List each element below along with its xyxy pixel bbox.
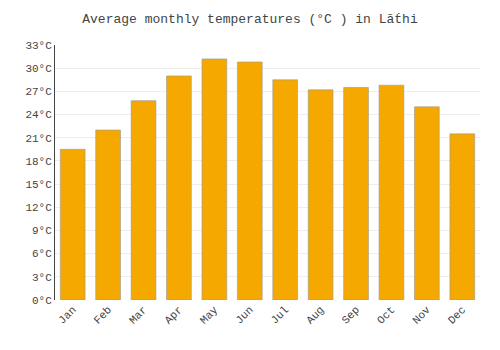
svg-text:12°C: 12°C (25, 202, 52, 214)
svg-text:May: May (198, 304, 221, 327)
svg-text:0°C: 0°C (32, 295, 52, 307)
svg-text:Sep: Sep (340, 304, 362, 326)
svg-text:27°C: 27°C (25, 86, 52, 98)
svg-text:Mar: Mar (127, 304, 149, 326)
svg-text:Jan: Jan (56, 304, 78, 326)
svg-text:33°C: 33°C (25, 40, 52, 52)
svg-text:Apr: Apr (162, 304, 184, 326)
svg-text:6°C: 6°C (32, 248, 52, 260)
svg-text:Nov: Nov (410, 304, 433, 327)
svg-text:Average monthly temperatures (: Average monthly temperatures (°C ) in Lā… (82, 12, 418, 27)
svg-text:Jun: Jun (233, 304, 255, 326)
svg-text:Feb: Feb (92, 304, 114, 326)
svg-text:21°C: 21°C (25, 133, 52, 145)
svg-text:Dec: Dec (446, 304, 468, 326)
svg-text:9°C: 9°C (32, 225, 52, 237)
svg-text:24°C: 24°C (25, 109, 52, 121)
svg-text:Jul: Jul (269, 304, 291, 326)
svg-text:3°C: 3°C (32, 272, 52, 284)
svg-text:18°C: 18°C (25, 156, 52, 168)
svg-text:Aug: Aug (304, 304, 326, 326)
svg-text:30°C: 30°C (25, 63, 52, 75)
svg-text:Oct: Oct (375, 304, 397, 326)
svg-text:15°C: 15°C (25, 179, 52, 191)
